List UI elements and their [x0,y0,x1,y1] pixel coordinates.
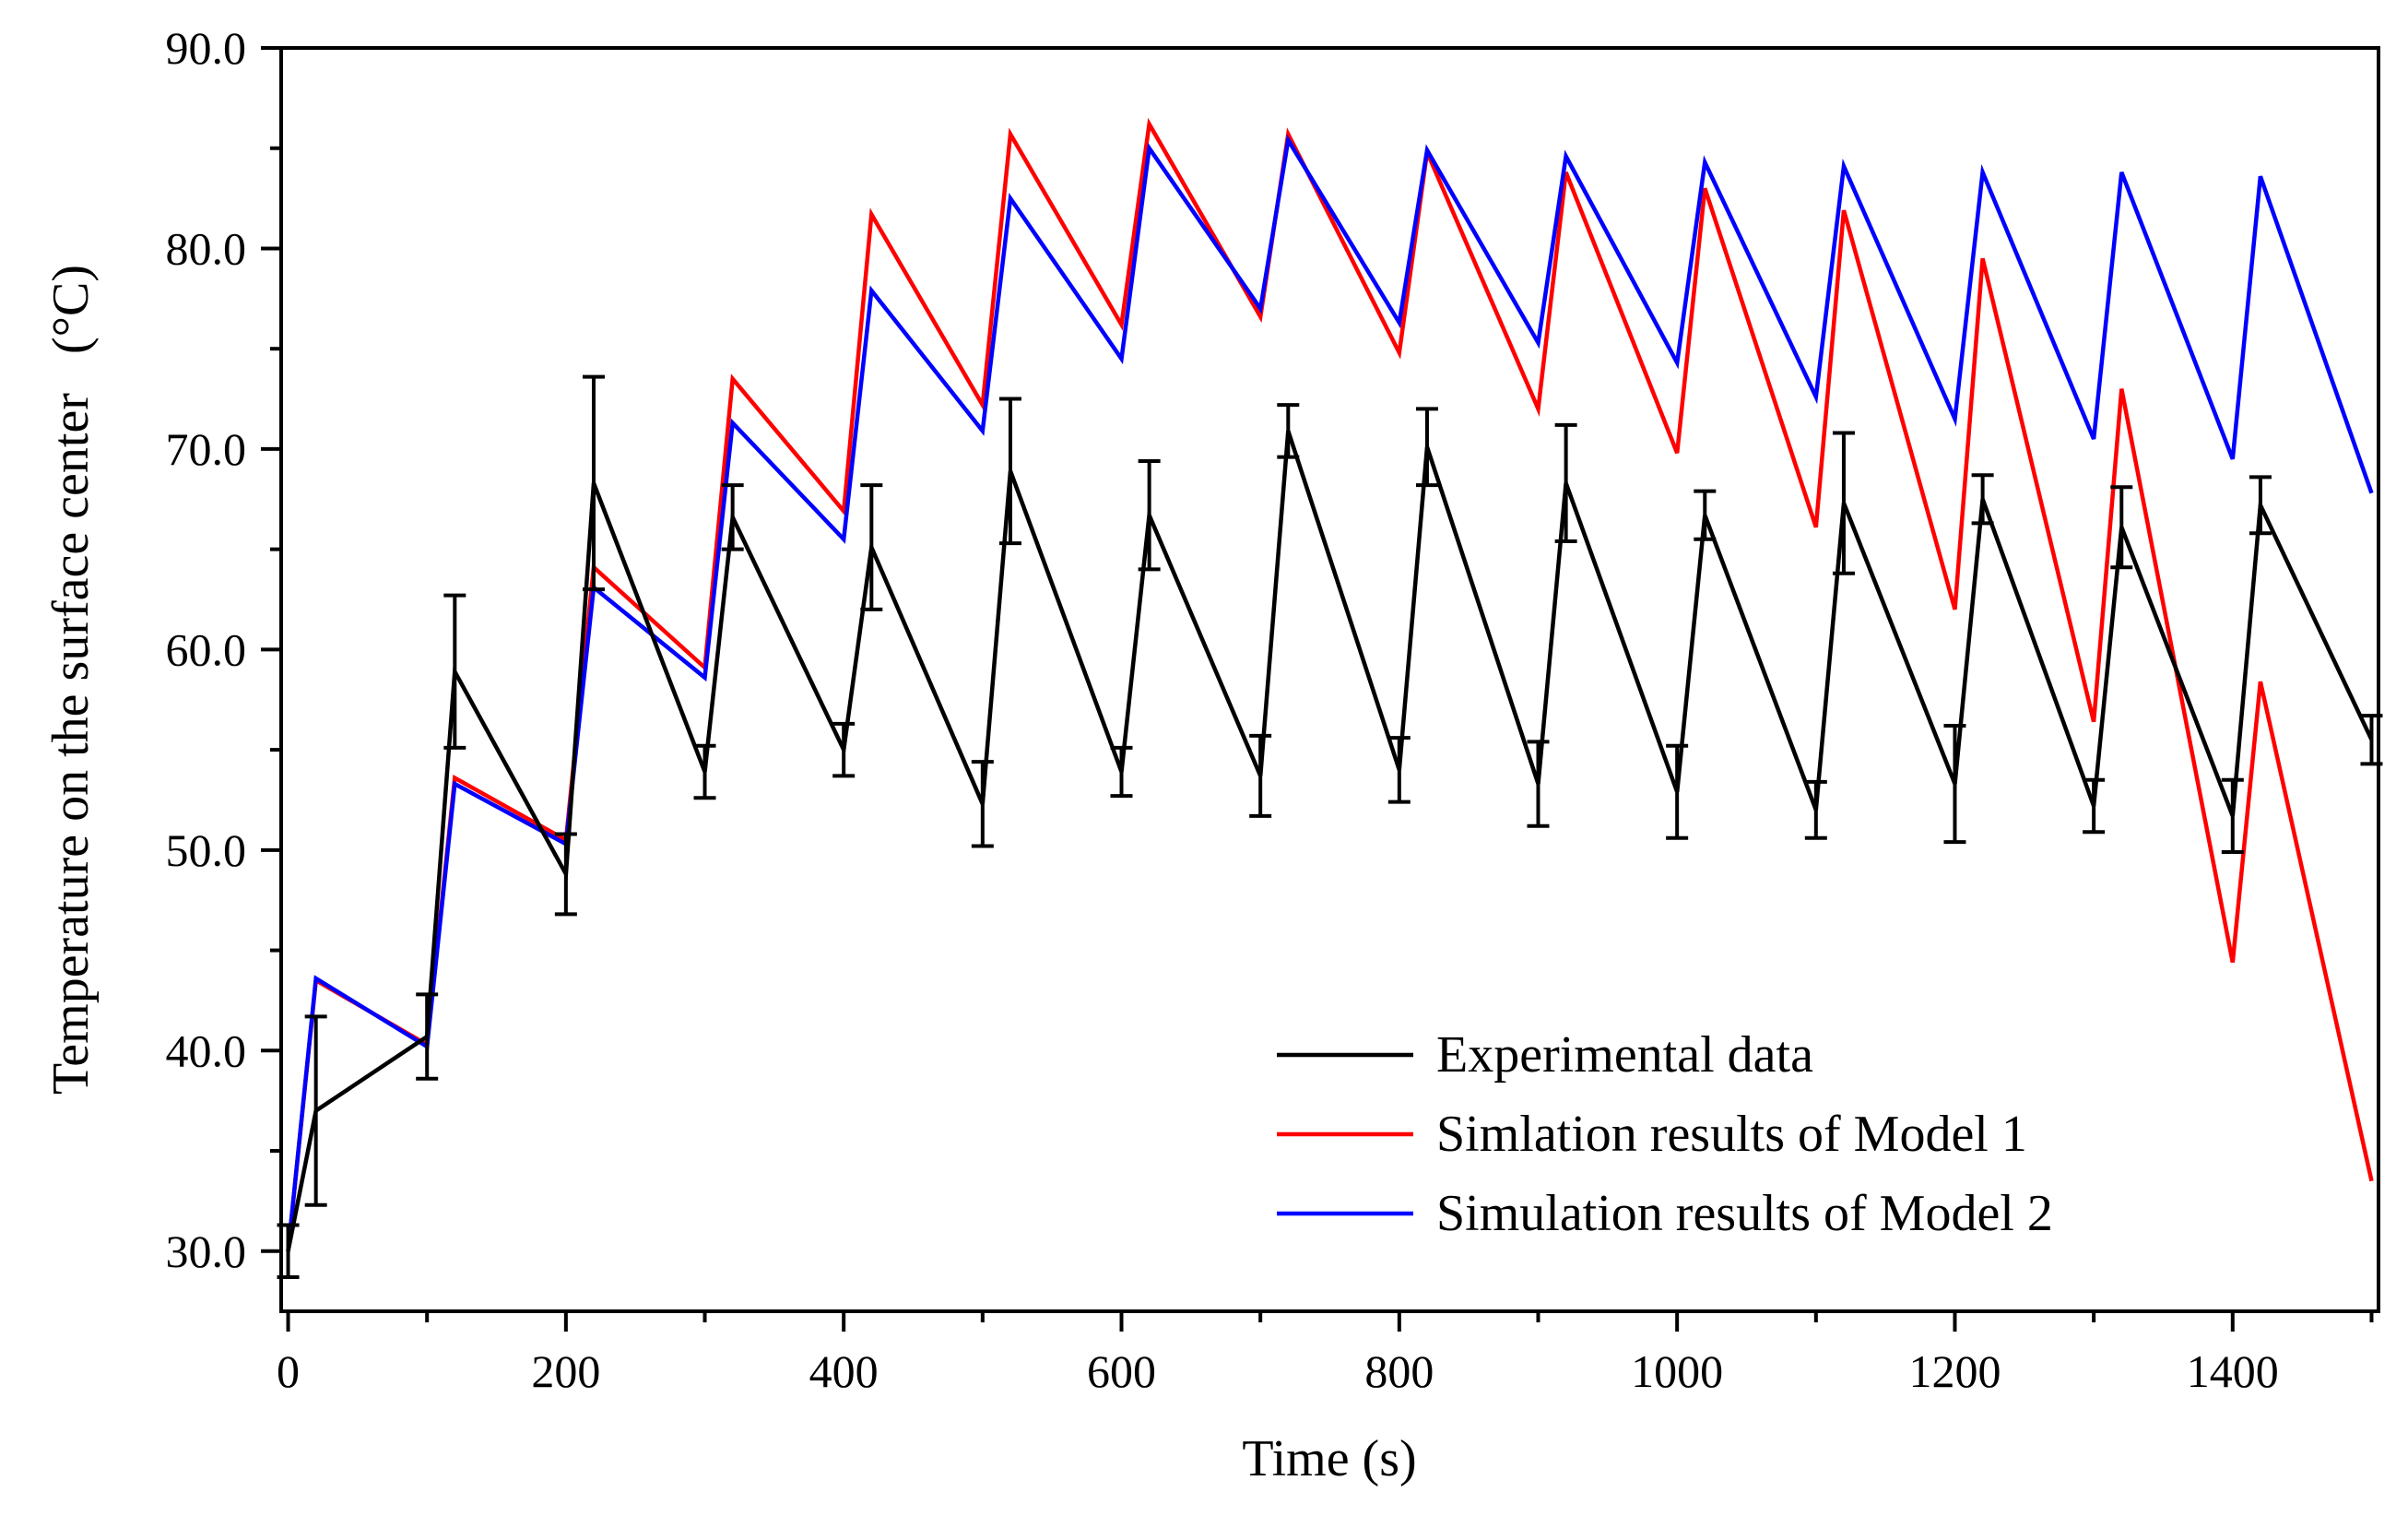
x-tick-label: 800 [1364,1345,1434,1397]
series-line-1 [286,430,2374,1252]
y-tick-label: 90.0 [166,22,247,74]
legend-label-2: Simlation results of Model 1 [1436,1106,2027,1163]
x-tick-label: 0 [277,1345,300,1397]
legend-label-1: Experimental data [1436,1026,1813,1084]
legend: Experimental data Simlation results of Mo… [1277,1026,2053,1242]
axis-layer: 0 200 400 600 800 1000 1200 1400 30.0 40.0 50.0 60.… [166,22,2374,1397]
y-tick-label: 30.0 [166,1226,247,1277]
y-tick-label: 40.0 [166,1024,247,1076]
x-tick-label: 400 [809,1345,879,1397]
y-tick-label: 50.0 [166,824,247,876]
series-line-2 [286,117,2374,1252]
x-tick-label: 1000 [1631,1345,1723,1397]
series-line-3 [286,134,2374,1252]
plot-frame [279,46,2380,1313]
legend-label-3: Simulation results of Model 2 [1436,1185,2053,1242]
x-tick-label: 1200 [1908,1345,2001,1397]
series-layer [277,117,2383,1280]
y-tick-label: 80.0 [166,222,247,274]
y-tick-label: 70.0 [166,423,247,475]
y-axis-title: Temperature on the surface center (°C) [42,265,100,1095]
x-tick-label: 200 [531,1345,600,1397]
x-axis-title: Time (s) [1242,1430,1416,1487]
x-tick-label: 1400 [2187,1345,2279,1397]
x-tick-label: 600 [1087,1345,1156,1397]
y-tick-label: 60.0 [166,623,247,675]
